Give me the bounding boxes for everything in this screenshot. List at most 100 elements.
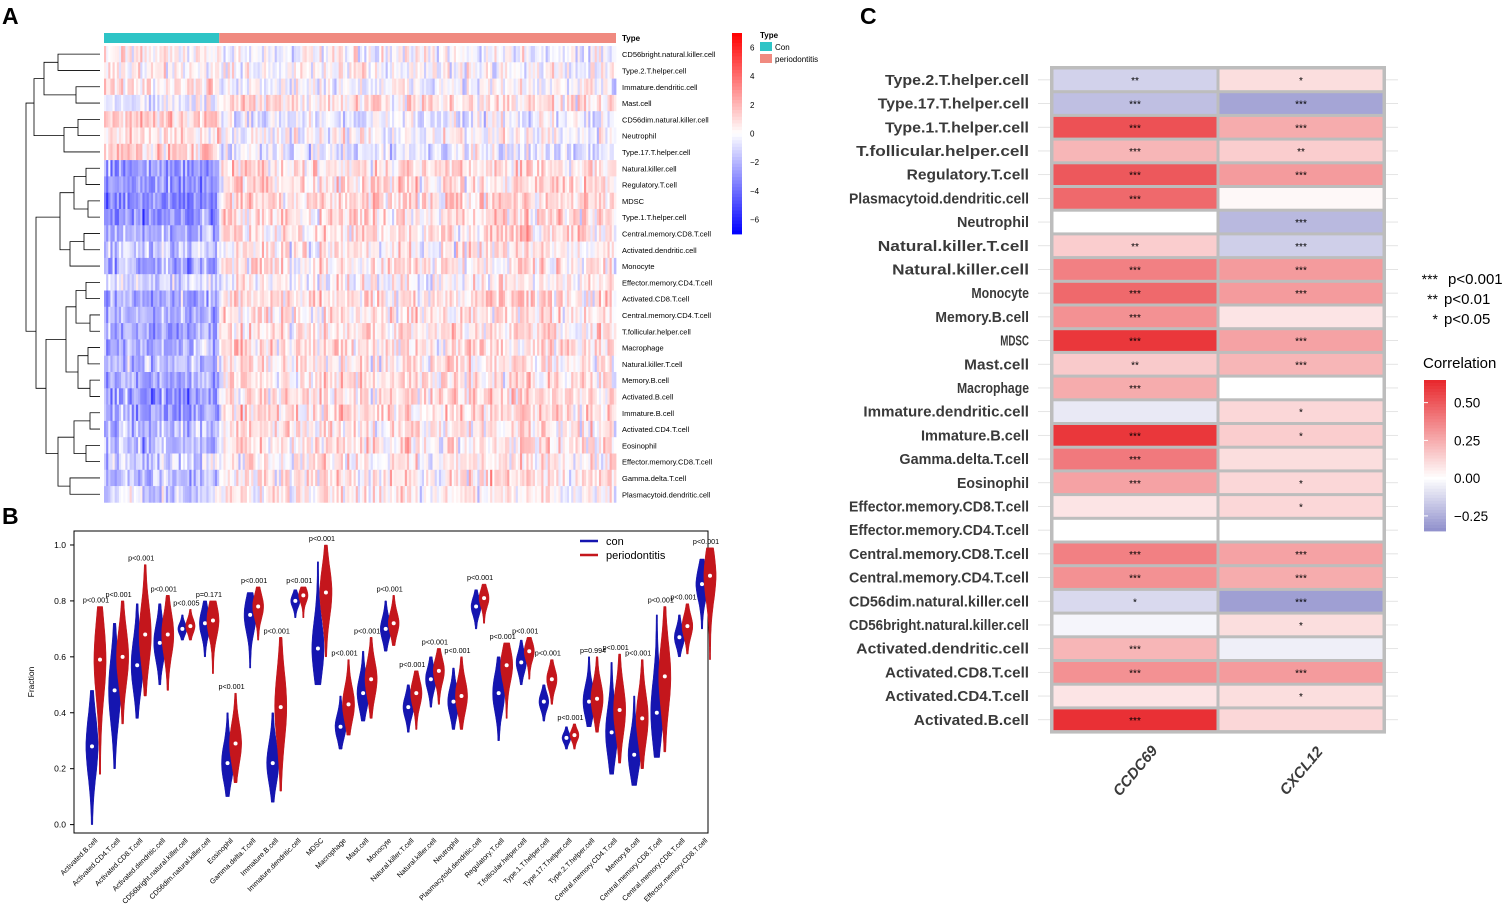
heatmap-cell bbox=[428, 209, 431, 226]
heatmap-cell bbox=[338, 339, 342, 356]
heatmap-cell bbox=[315, 192, 318, 210]
heatmap-cell bbox=[549, 192, 553, 210]
heatmap-cell bbox=[449, 225, 453, 242]
heatmap-cell bbox=[202, 78, 205, 96]
heatmap-cell bbox=[189, 323, 192, 340]
heatmap-cell bbox=[404, 192, 408, 210]
heatmap-cell bbox=[470, 339, 474, 356]
heatmap-cell bbox=[383, 355, 386, 373]
heatmap-cell bbox=[249, 323, 252, 340]
heatmap-cell bbox=[104, 355, 107, 373]
heatmap-cell bbox=[522, 192, 525, 210]
heatmap-cell bbox=[592, 306, 596, 324]
heatmap-cell bbox=[483, 209, 487, 226]
heatmap-cell bbox=[232, 274, 235, 291]
heatmap-cell bbox=[310, 241, 314, 259]
heatmap-cell bbox=[268, 176, 271, 193]
heatmap-cell bbox=[153, 127, 156, 145]
heatmap-cell bbox=[353, 160, 357, 177]
heatmap-cell bbox=[372, 290, 376, 308]
heatmap-cell bbox=[129, 339, 133, 356]
heatmap-cell bbox=[366, 306, 369, 324]
heatmap-cell bbox=[340, 355, 344, 373]
heatmap-cell bbox=[257, 176, 261, 193]
heatmap-cell bbox=[325, 355, 329, 373]
heatmap-cell bbox=[409, 323, 412, 340]
heatmap-cell bbox=[146, 94, 150, 112]
heatmap-cell bbox=[351, 306, 354, 324]
heatmap-cell bbox=[586, 257, 589, 275]
heatmap-cell bbox=[411, 143, 414, 161]
heatmap-cell bbox=[153, 143, 156, 161]
heatmap-cell bbox=[605, 94, 608, 112]
heatmap-cell bbox=[302, 46, 305, 63]
heatmap-cell bbox=[453, 339, 457, 356]
heatmap-cell bbox=[340, 111, 344, 128]
heatmap-cell bbox=[526, 176, 529, 193]
heatmap-cell bbox=[174, 62, 177, 79]
heatmap-cell bbox=[357, 192, 361, 210]
heatmap-cell bbox=[464, 62, 468, 79]
heatmap-cell bbox=[110, 160, 113, 177]
heatmap-cell bbox=[594, 209, 598, 226]
heatmap-cell bbox=[488, 62, 491, 79]
heatmap-cell bbox=[118, 143, 122, 161]
heatmap-cell bbox=[537, 241, 540, 259]
heatmap-cell bbox=[488, 78, 491, 96]
heatmap-cell bbox=[505, 225, 508, 242]
heatmap-cell bbox=[411, 46, 414, 63]
heatmap-cell bbox=[383, 78, 386, 96]
heatmap-cell bbox=[197, 160, 201, 177]
heatmap-cell bbox=[447, 225, 450, 242]
heatmap-cell bbox=[244, 306, 248, 324]
heatmap-cell bbox=[266, 290, 269, 308]
heatmap-cell bbox=[609, 225, 613, 242]
heatmap-cell bbox=[402, 111, 406, 128]
heatmap-cell bbox=[125, 78, 128, 96]
heatmap-cell bbox=[185, 225, 188, 242]
heatmap-cell bbox=[110, 127, 113, 145]
heatmap-cell bbox=[202, 209, 205, 226]
heatmap-cell bbox=[180, 209, 184, 226]
heatmap-cell bbox=[240, 209, 244, 226]
heatmap-cell bbox=[539, 323, 542, 340]
heatmap-cell bbox=[182, 160, 186, 177]
heatmap-cell bbox=[571, 225, 574, 242]
heatmap-cell bbox=[238, 257, 241, 275]
heatmap-cell bbox=[517, 111, 521, 128]
heatmap-cell bbox=[413, 274, 416, 291]
heatmap-cell bbox=[193, 94, 197, 112]
heatmap-cell bbox=[336, 372, 340, 389]
heatmap-cell bbox=[136, 160, 139, 177]
heatmap-cell bbox=[609, 209, 613, 226]
heatmap-cell bbox=[417, 257, 421, 275]
heatmap-cell bbox=[321, 323, 325, 340]
heatmap-cell bbox=[345, 209, 348, 226]
heatmap-cell bbox=[413, 62, 416, 79]
heatmap-cell bbox=[505, 78, 508, 96]
heatmap-cell bbox=[441, 339, 444, 356]
heatmap-cell bbox=[441, 127, 444, 145]
heatmap-cell bbox=[500, 274, 504, 291]
heatmap-cell bbox=[360, 143, 363, 161]
heatmap-cell bbox=[116, 46, 120, 63]
heatmap-cell bbox=[566, 127, 570, 145]
heatmap-cell bbox=[302, 62, 305, 79]
heatmap-cell bbox=[498, 46, 502, 63]
heatmap-cell bbox=[351, 241, 354, 259]
heatmap-cell bbox=[370, 290, 374, 308]
heatmap-cell bbox=[481, 209, 485, 226]
heatmap-cell bbox=[460, 62, 463, 79]
heatmap-cell bbox=[116, 372, 120, 389]
heatmap-cell bbox=[402, 192, 406, 210]
heatmap-cell bbox=[268, 192, 271, 210]
heatmap-cell bbox=[451, 111, 455, 128]
heatmap-cell bbox=[300, 372, 303, 389]
heatmap-cell bbox=[345, 257, 348, 275]
heatmap-cell bbox=[387, 372, 391, 389]
heatmap-cell bbox=[242, 241, 246, 259]
heatmap-cell bbox=[398, 127, 401, 145]
heatmap-cell bbox=[520, 241, 523, 259]
heatmap-cell bbox=[569, 306, 572, 324]
heatmap-cell bbox=[485, 62, 489, 79]
